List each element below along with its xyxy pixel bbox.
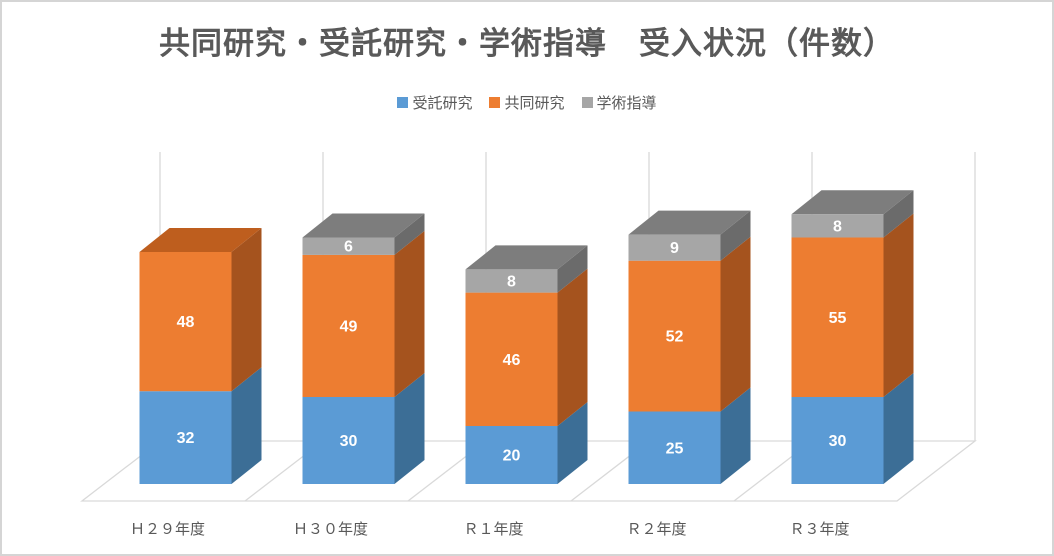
bar-segment-side: [394, 373, 425, 484]
bar-segment-side: [557, 268, 588, 426]
legend-marker-icon: [397, 97, 409, 108]
data-label: 30: [829, 433, 847, 450]
legend-marker-icon: [489, 97, 501, 108]
bar-segment-side: [720, 387, 751, 484]
bar-segment-side: [557, 245, 588, 293]
category-label: Ｒ１年度: [463, 521, 523, 538]
bar-segment-side: [557, 402, 588, 484]
data-label: 52: [666, 329, 684, 346]
category-label: Ｈ３０年度: [293, 521, 368, 538]
legend-item-1: 共同研究: [489, 92, 565, 113]
bar-segment-front: [791, 214, 884, 238]
bar-segment-front: [465, 426, 558, 484]
bar-segment-side: [883, 213, 914, 397]
bar-segment-front: [465, 292, 558, 426]
bar-segment-front: [302, 397, 395, 484]
bar-1: 30 49 6: [302, 213, 425, 484]
data-label: 46: [503, 352, 521, 369]
bar-segment-top: [628, 210, 751, 235]
bar-segment-front: [139, 252, 232, 392]
data-label: 55: [829, 310, 847, 327]
category-label: Ｒ３年度: [789, 521, 849, 538]
data-label: 6: [344, 239, 353, 256]
legend-item-0: 受託研究: [397, 92, 472, 113]
legend-label: 学術指導: [596, 95, 657, 112]
data-label: 32: [177, 430, 195, 447]
data-label: 20: [503, 448, 521, 465]
data-label: 25: [666, 440, 684, 457]
bar-segment-top: [302, 213, 425, 238]
bar-0: 32 48: [139, 228, 262, 484]
bar-segment-front: [302, 254, 395, 397]
data-label: 8: [507, 274, 516, 291]
chart-title: 共同研究・受託研究・学術指導 受入状況（件数）: [159, 26, 895, 61]
bar-segment-side: [394, 230, 425, 397]
bar-segment-front: [139, 391, 232, 484]
bar-segment-front: [465, 269, 558, 293]
bar-segment-front: [791, 397, 884, 484]
legend-label: 受託研究: [412, 95, 473, 112]
bar-segment-front: [628, 411, 721, 484]
bar-segment-top: [791, 190, 914, 215]
category-label: Ｈ２９年度: [130, 521, 205, 538]
bar-segment-side: [720, 236, 751, 412]
bar-2: 20 46 8: [465, 245, 588, 484]
bar-segment-top: [465, 245, 588, 270]
data-label: 30: [340, 433, 358, 450]
bar-segment-front: [628, 260, 721, 412]
legend-label: 共同研究: [504, 95, 565, 112]
bar-segment-side: [231, 228, 262, 392]
bar-segment-front: [302, 237, 395, 255]
bar-4: 30 55 8: [791, 190, 914, 484]
legend-item-2: 学術指導: [581, 92, 657, 113]
category-label: Ｒ２年度: [626, 521, 686, 538]
data-label: 9: [670, 240, 679, 257]
data-label: 8: [833, 218, 842, 235]
chart-legend: 受託研究 共同研究 学術指導: [2, 92, 1052, 113]
data-label: 49: [340, 318, 358, 335]
bar-segment-top: [139, 228, 262, 252]
legend-marker-icon: [581, 97, 593, 108]
bar-segment-side: [394, 213, 425, 255]
bar-segment-side: [720, 210, 751, 261]
bar-segment-side: [883, 373, 914, 484]
data-label: 48: [177, 314, 195, 331]
bar-segment-side: [883, 190, 914, 238]
bar-segment-side: [231, 367, 262, 484]
bar-segment-front: [628, 234, 721, 261]
bar-3: 25 52 9: [628, 210, 751, 484]
bar-segment-front: [791, 237, 884, 397]
